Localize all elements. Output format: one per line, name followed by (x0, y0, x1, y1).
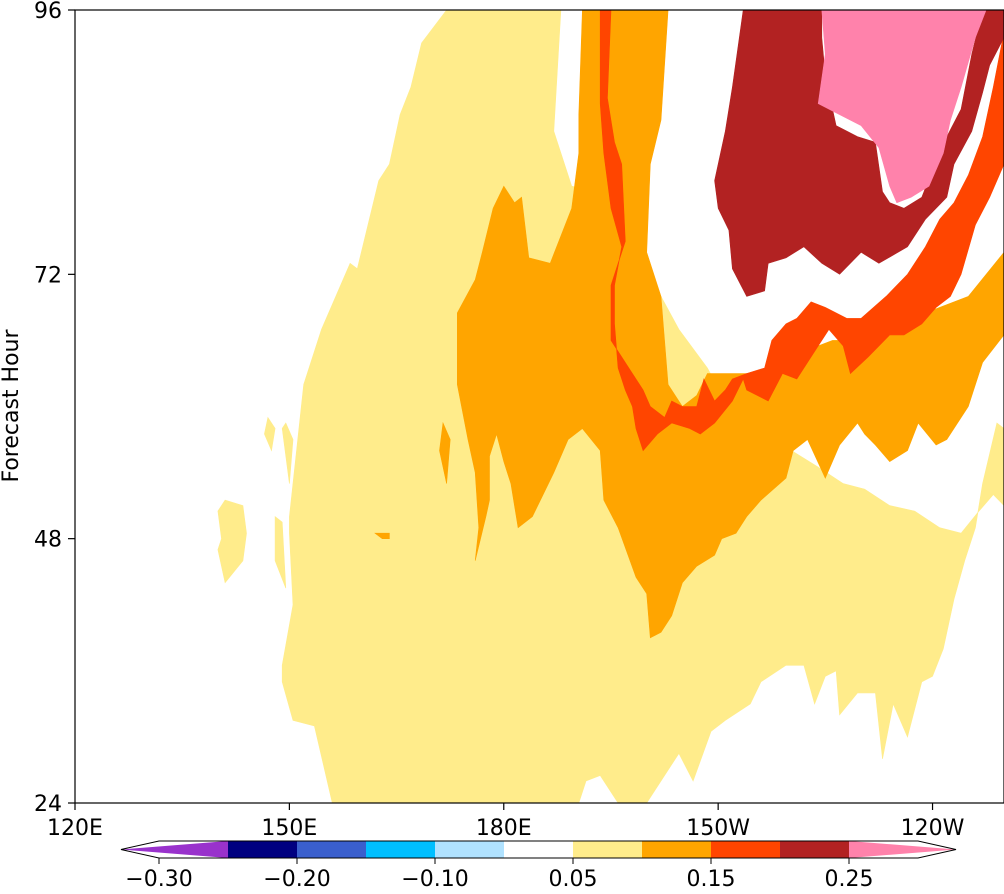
colorbar: −0.30 −0.20 −0.10 0.05 0.15 0.25 (120, 840, 957, 892)
colorbar-segment (642, 841, 712, 858)
contour-region-5 (456, 10, 1004, 639)
x-tick-label: 180E (476, 816, 532, 841)
colorbar-segment (780, 841, 850, 858)
contour-region-11 (714, 10, 1004, 297)
colorbar-label: −0.10 (401, 867, 468, 892)
contour-region-12 (817, 10, 987, 204)
colorbar-segment (297, 841, 367, 858)
contour-region-6 (439, 421, 451, 484)
x-tick-label: 120W (901, 816, 965, 841)
plot-frame (74, 9, 1004, 804)
colorbar-segment (366, 841, 436, 858)
colorbar-label: 0.25 (825, 867, 874, 892)
y-tick-label: 96 (34, 0, 62, 24)
y-tick-label: 48 (34, 528, 62, 553)
colorbar-label: 0.15 (687, 867, 736, 892)
x-tick-label: 150W (686, 816, 750, 841)
y-tick-label: 72 (34, 263, 62, 288)
y-tick-label: 24 (34, 792, 62, 817)
contour-region-1 (274, 515, 287, 589)
colorbar-label: 0.05 (549, 867, 598, 892)
colorbar-segment (504, 841, 574, 858)
contour-region-8 (599, 10, 1004, 452)
contour-region-7 (374, 532, 390, 540)
contour-region-2 (281, 422, 294, 484)
colorbar-extend-high (849, 841, 956, 858)
colorbar-segment (228, 841, 298, 858)
x-tick-label: 150E (261, 816, 317, 841)
colorbar-label: −0.30 (125, 867, 192, 892)
colorbar-label: −0.20 (263, 867, 330, 892)
colorbar-extend-low (121, 841, 228, 858)
y-axis-label: Forecast Hour (0, 329, 24, 483)
colorbar-segment (573, 841, 643, 858)
colorbar-segment (711, 841, 781, 858)
x-tick-label: 120E (47, 816, 103, 841)
y-axis: 24 48 72 96 (34, 0, 75, 817)
contour-region-3 (217, 499, 247, 584)
contour-regions (217, 10, 1004, 803)
contour-region-4 (264, 416, 276, 452)
x-axis: 120E 150E 180E 150W 120W (47, 803, 965, 841)
colorbar-segment (435, 841, 505, 858)
